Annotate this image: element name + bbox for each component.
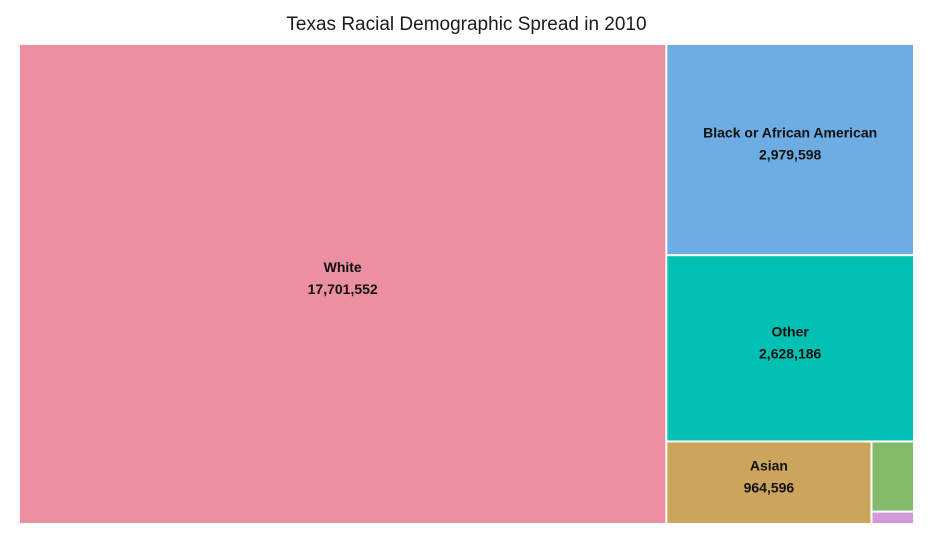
treemap-value-label: 2,628,186	[759, 345, 821, 361]
treemap-value-label: 2,979,598	[759, 147, 821, 163]
treemap-value-label: 964,596	[744, 480, 795, 496]
treemap-tile-unlabeled-5[interactable]	[872, 513, 913, 523]
treemap-label: White	[324, 259, 362, 275]
treemap-label: Other	[771, 323, 809, 339]
treemap-label: Black or African American	[703, 125, 877, 141]
treemap-tile-unlabeled-4[interactable]	[872, 442, 913, 510]
treemap-value-label: 17,701,552	[308, 281, 378, 297]
treemap-label: Asian	[750, 458, 788, 474]
